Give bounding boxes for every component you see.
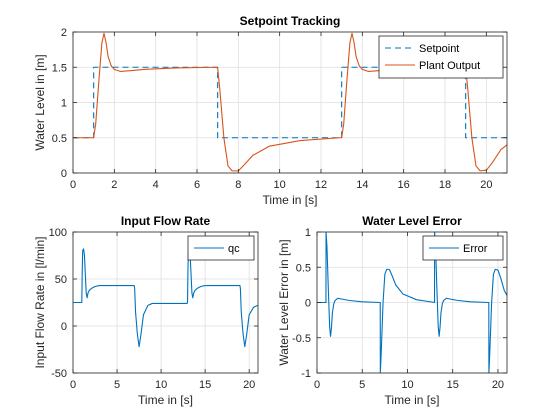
legend-label-0: qc [228, 243, 240, 255]
x-tick-label: 0 [314, 379, 320, 391]
y-tick-label: 0 [61, 168, 67, 180]
y-tick-label: 2 [61, 27, 67, 39]
x-tick-label: 10 [274, 179, 286, 191]
legend-label-1: Plant Output [419, 60, 480, 72]
y-tick-label: 0 [305, 298, 311, 310]
x-tick-label: 6 [194, 179, 200, 191]
y-tick-label: 50 [55, 274, 67, 286]
series-line-0 [73, 248, 258, 348]
x-tick-label: 14 [356, 179, 368, 191]
x-tick-label: 10 [155, 379, 167, 391]
x-tick-label: 0 [70, 379, 76, 391]
x-tick-label: 4 [153, 179, 159, 191]
y-tick-label: 0 [61, 321, 67, 333]
y-tick-label: 100 [49, 227, 67, 239]
chart-title: Setpoint Tracking [240, 14, 341, 28]
y-tick-label: 1 [305, 227, 311, 239]
x-tick-label: 15 [447, 379, 459, 391]
y-tick-label: 1 [61, 98, 67, 110]
x-tick-label: 15 [199, 379, 211, 391]
legend: Error [422, 235, 504, 261]
axes-box [72, 231, 259, 374]
x-axis-label: Time in [s] [138, 393, 193, 407]
x-tick-label: 18 [439, 179, 451, 191]
y-tick-label: 0.5 [52, 133, 67, 145]
x-tick-label: 20 [480, 179, 492, 191]
y-tick-label: -0.5 [292, 333, 311, 345]
y-axis-label: Water Level Error in [m] [277, 239, 291, 365]
y-axis-label: Input Flow Rate in [l/min] [33, 236, 47, 368]
x-tick-label: 0 [70, 179, 76, 191]
chart-0: 0 2 4 6 8 10 12 14 16 18 20 0 0.5 1 1.5 2 Setpoint Track… [33, 14, 508, 207]
x-axis-label: Time in [s] [263, 193, 318, 207]
chart-2: 0 5 10 15 20 -1 -0.5 0 0.5 1 Water Level Error Time… [277, 214, 508, 407]
legend-label-0: Error [463, 243, 488, 255]
legend-box [378, 35, 504, 79]
legend: Setpoint Plant Output [378, 35, 504, 79]
x-tick-label: 12 [315, 179, 327, 191]
y-tick-label: 0.5 [296, 262, 311, 274]
y-axis-label: Water Level in [m] [33, 54, 47, 150]
x-tick-label: 8 [235, 179, 241, 191]
y-tick-label: -50 [51, 368, 67, 380]
y-tick-label: 1.5 [52, 62, 67, 74]
chart-title: Input Flow Rate [121, 214, 211, 228]
y-tick-label: -1 [301, 368, 311, 380]
x-tick-label: 2 [111, 179, 117, 191]
chart-title: Water Level Error [362, 214, 462, 228]
series-line-0 [317, 232, 507, 373]
x-axis-label: Time in [s] [385, 393, 440, 407]
legend-label-0: Setpoint [419, 43, 459, 55]
x-tick-label: 20 [243, 379, 255, 391]
x-tick-label: 20 [492, 379, 504, 391]
x-tick-label: 5 [359, 379, 365, 391]
series-line-0 [73, 66, 507, 139]
x-tick-label: 16 [398, 179, 410, 191]
legend: qc [187, 235, 255, 261]
x-tick-label: 5 [114, 379, 120, 391]
x-tick-label: 10 [401, 379, 413, 391]
